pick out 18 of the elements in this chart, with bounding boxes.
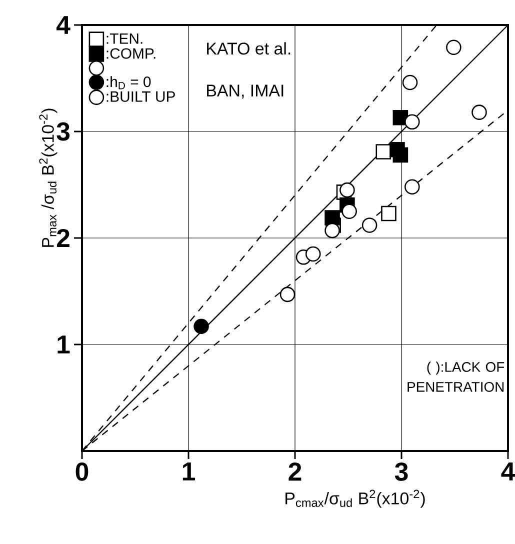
legend-label: :COMP. (106, 48, 156, 59)
y-tick-label: 1 (58, 336, 70, 354)
legend-label: :BUILT UP (106, 91, 175, 102)
x-tick-label: 2 (288, 462, 302, 481)
y-tick-label: 2 (56, 228, 70, 248)
annotation: BAN, IMAI (207, 84, 284, 99)
x-tick-label: 0 (76, 462, 88, 481)
y-tick-label: 3 (56, 122, 70, 141)
legend-label: :h$_{D}$ = 0 (106, 76, 151, 90)
x-tick-label: 4 (501, 462, 515, 480)
legend-label: :TEN. (106, 33, 142, 44)
x-tick-label: 3 (394, 462, 408, 481)
annotation: ( ):LACK OF PENETRATION (408, 362, 504, 392)
annotation: KATO et al. (207, 42, 290, 55)
x-tick-label: 1 (182, 462, 195, 480)
text: P$_{max}$ /σ$_{ud}$ B$^{2}$(x10$^{-2}$) (39, 108, 58, 247)
text: P$_{cmax}$/σ$_{ud}$ B$^{2}$(x10$^{-2}$) (286, 490, 425, 508)
y-tick-label: 4 (56, 16, 70, 34)
